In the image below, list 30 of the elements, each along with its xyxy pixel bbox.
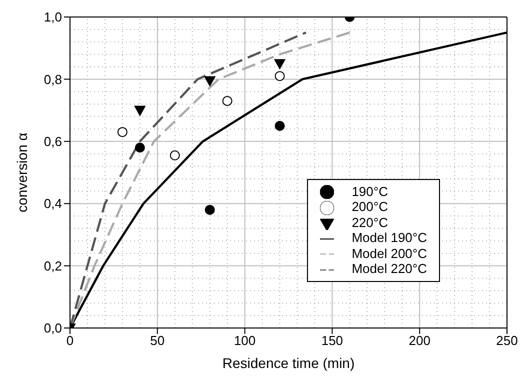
point bbox=[274, 59, 286, 70]
y-tick-label: 0,8 bbox=[44, 72, 62, 87]
y-axis-title: conversion α bbox=[14, 132, 30, 212]
legend-label: 200°C bbox=[352, 199, 388, 214]
legend-label: Model 200°C bbox=[352, 246, 427, 261]
point bbox=[204, 76, 216, 86]
point bbox=[170, 150, 180, 160]
legend-label: 220°C bbox=[352, 214, 388, 230]
legend-label: Model 190°C bbox=[352, 230, 427, 246]
x-axis-title: Residence time (min) bbox=[222, 355, 355, 371]
x-tick-label: 150 bbox=[321, 333, 344, 348]
point bbox=[274, 120, 285, 131]
point bbox=[134, 106, 146, 116]
x-tick-label: 50 bbox=[150, 333, 165, 348]
y-tick-label: 0,4 bbox=[44, 196, 62, 212]
legend-label: Model 220°C bbox=[352, 261, 427, 276]
point bbox=[222, 96, 232, 106]
x-tick-label: 0 bbox=[66, 333, 74, 348]
x-tick-label: 200 bbox=[408, 333, 430, 348]
point bbox=[117, 127, 128, 138]
point bbox=[274, 71, 285, 82]
point bbox=[134, 142, 145, 153]
y-tick-label: 0,6 bbox=[44, 134, 62, 150]
point bbox=[204, 204, 215, 215]
y-tick-label: 0,0 bbox=[44, 320, 62, 336]
legend-label: 190°C bbox=[352, 184, 388, 199]
x-tick-label: 100 bbox=[234, 333, 256, 348]
y-tick-label: 1,0 bbox=[44, 10, 62, 25]
x-tick-label: 250 bbox=[496, 333, 518, 348]
y-tick-label: 0,2 bbox=[44, 258, 62, 274]
